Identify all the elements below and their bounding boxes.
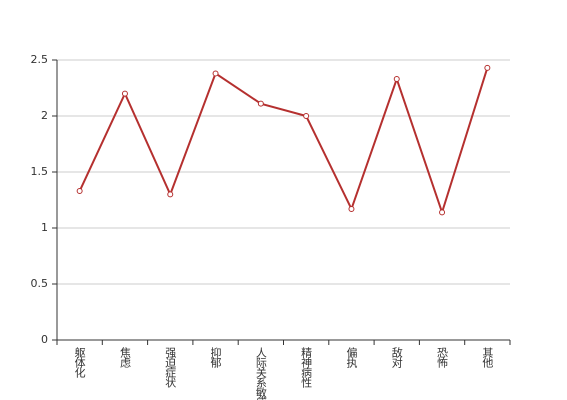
y-tick-label: 1 (41, 221, 48, 234)
x-tick-label: 躯体化 (73, 347, 86, 379)
x-tick-label: 偏执 (345, 346, 358, 369)
point (121, 90, 128, 97)
y-tick-label: 1.5 (31, 165, 49, 178)
point (257, 100, 264, 107)
x-tick-label: 焦虑 (118, 347, 131, 368)
x-tick-label: 抑郁 (209, 346, 222, 368)
y-tick-label: 2.5 (31, 53, 49, 66)
line (78, 67, 489, 216)
y-tick-label: 0.5 (31, 277, 49, 290)
point (348, 205, 355, 212)
y-tick-label: 0 (41, 333, 48, 346)
point (303, 113, 310, 119)
x-tick-label: 人际关系敏感 (254, 347, 267, 400)
point (439, 209, 446, 216)
point (167, 191, 174, 198)
point (212, 70, 219, 77)
point (76, 188, 83, 195)
x-tick-label: 其他 (481, 347, 494, 368)
x-tick-label: 恐怖 (436, 347, 449, 368)
x-tick-label: 强迫症状 (164, 347, 177, 388)
point (393, 76, 400, 83)
x-tick-label: 敌对 (390, 346, 403, 368)
point (484, 64, 491, 71)
y-tick-label: 2 (41, 109, 48, 122)
x-tick-label: 精神病性 (300, 347, 313, 389)
